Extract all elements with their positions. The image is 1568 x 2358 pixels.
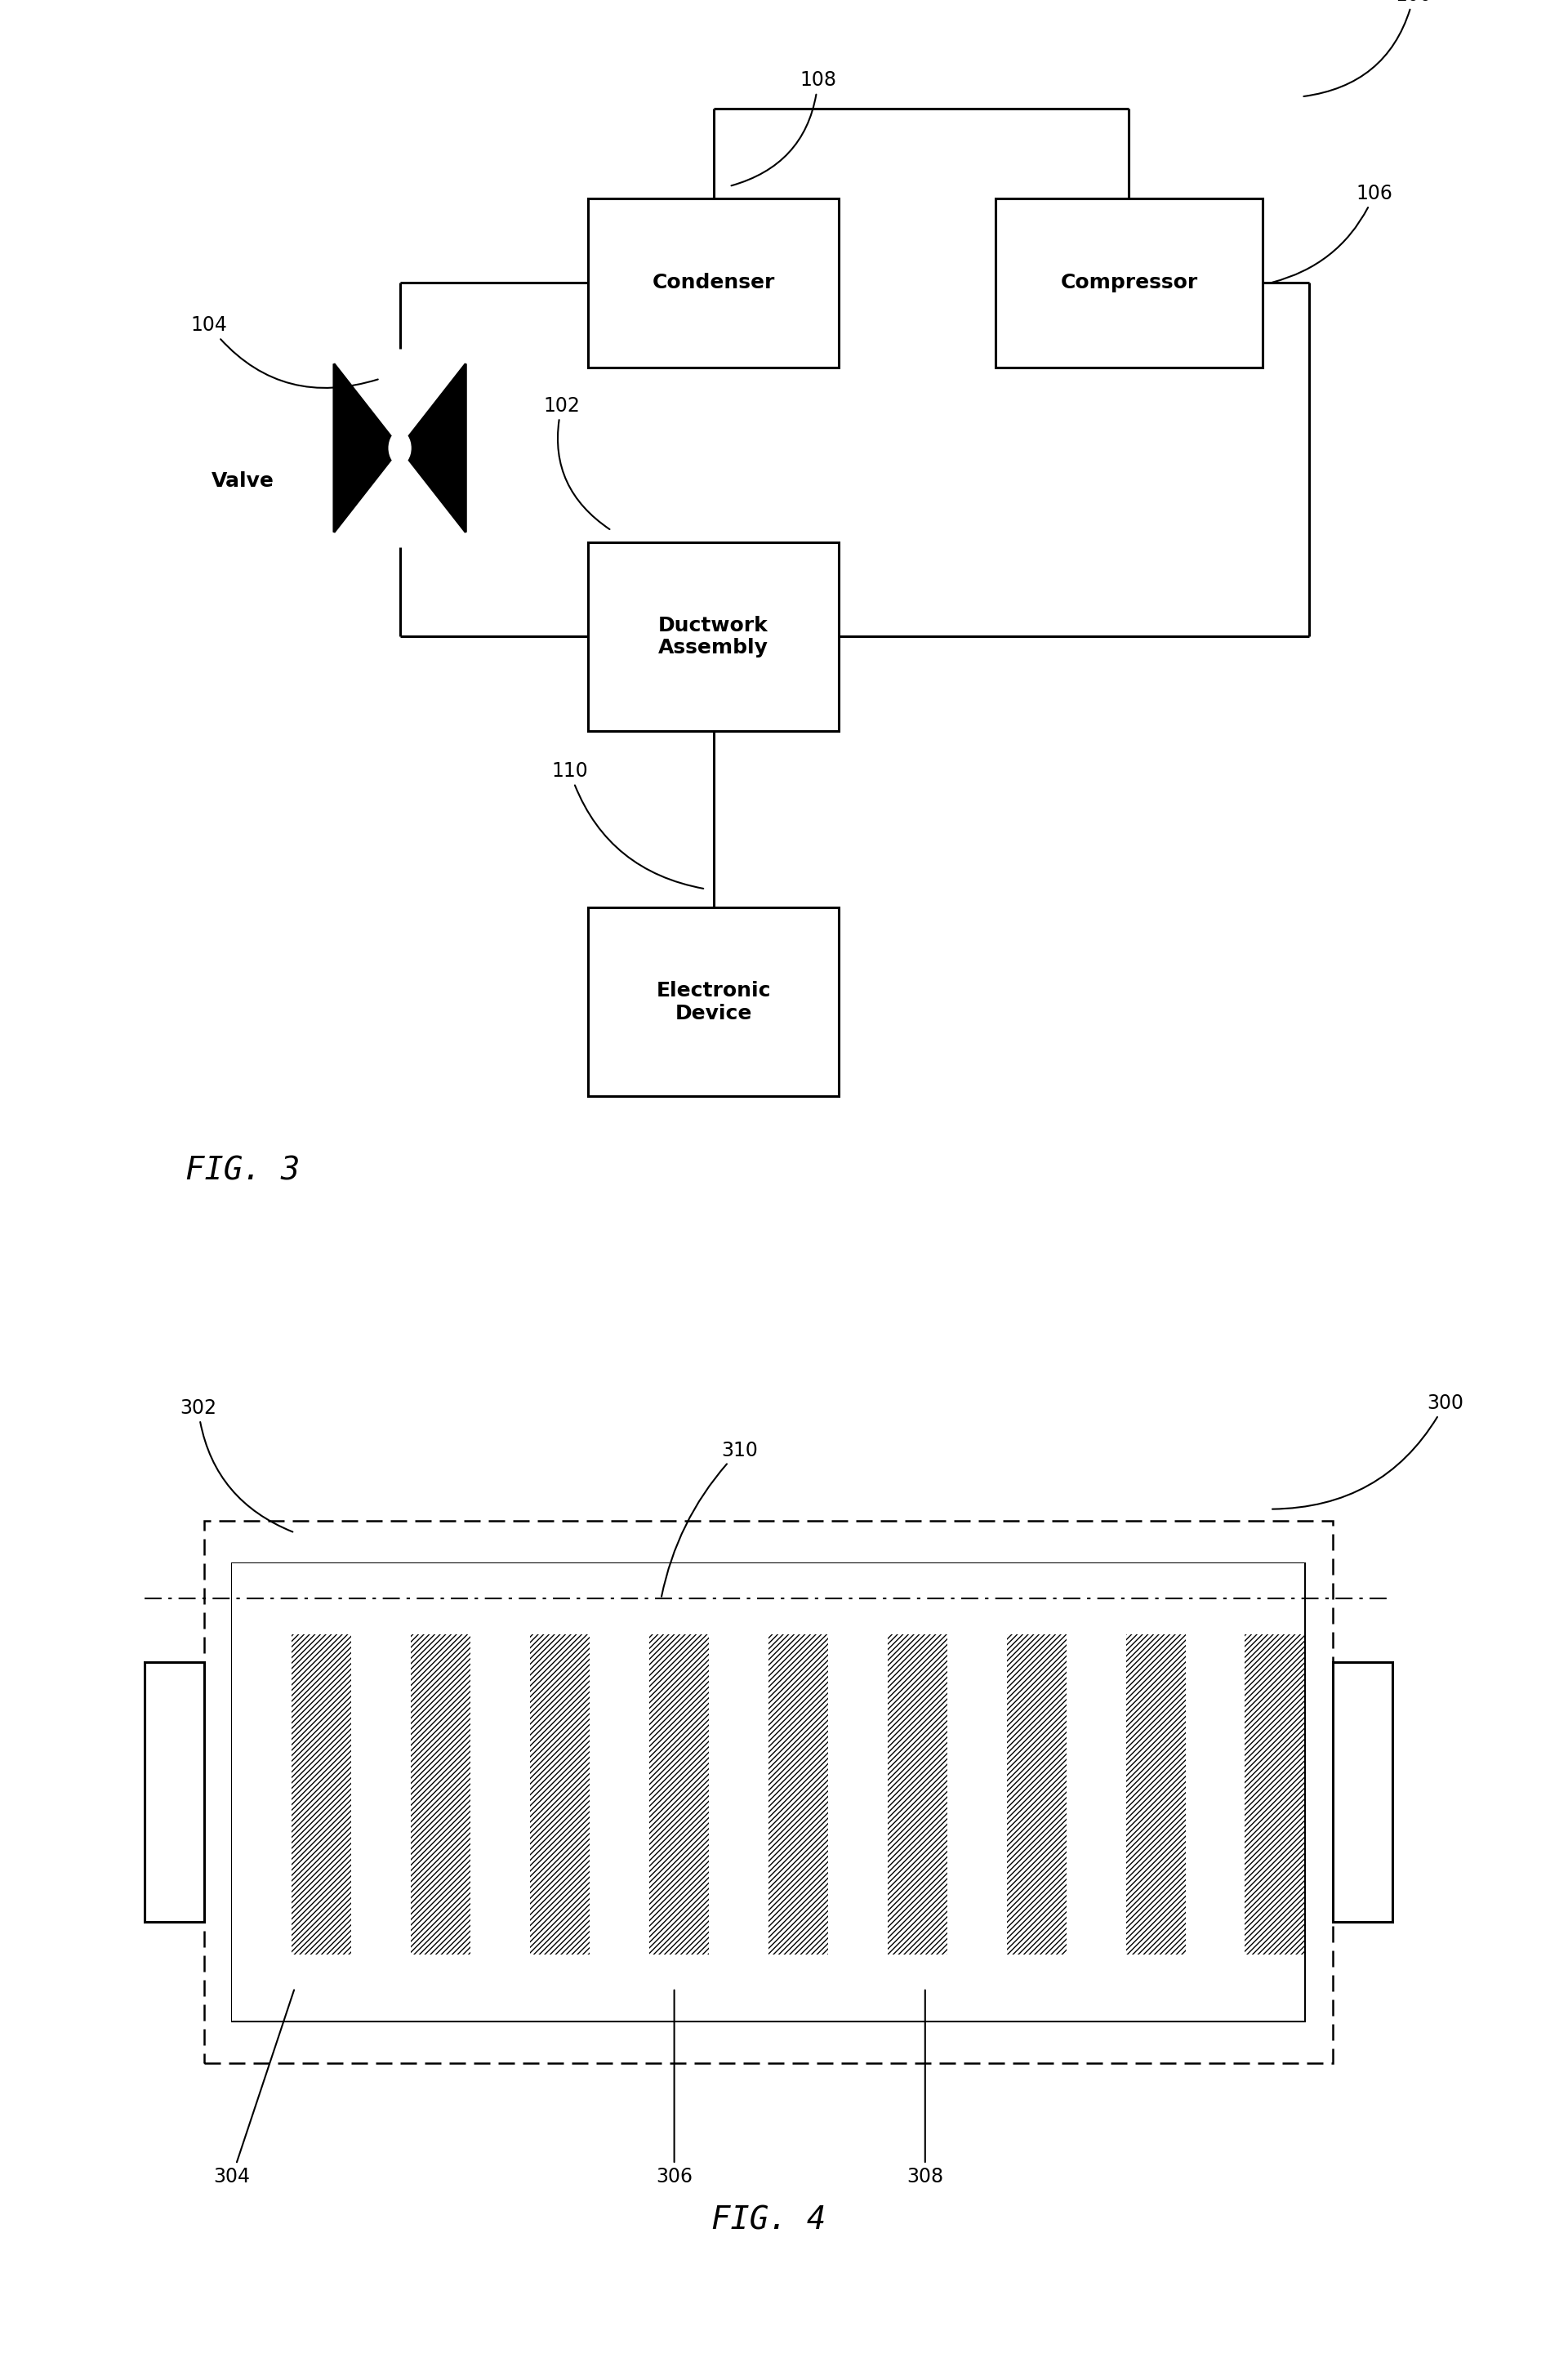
- Text: FIG. 4: FIG. 4: [710, 2205, 826, 2235]
- Text: 300: 300: [1272, 1394, 1463, 1509]
- Text: 106: 106: [1272, 184, 1392, 283]
- Polygon shape: [334, 363, 400, 533]
- Bar: [232, 1634, 1305, 1955]
- Circle shape: [389, 432, 411, 465]
- FancyBboxPatch shape: [996, 198, 1262, 368]
- Text: 310: 310: [662, 1441, 757, 1596]
- Bar: [1126, 1634, 1185, 1955]
- Text: Compressor: Compressor: [1060, 274, 1198, 292]
- Bar: [1245, 1634, 1305, 1955]
- Text: Ductwork
Assembly: Ductwork Assembly: [659, 615, 768, 658]
- Bar: [649, 1634, 709, 1955]
- Text: 308: 308: [906, 1990, 944, 2186]
- Bar: [530, 1634, 590, 1955]
- FancyBboxPatch shape: [588, 908, 839, 1096]
- FancyBboxPatch shape: [144, 1662, 204, 1922]
- FancyBboxPatch shape: [232, 1955, 1305, 2021]
- Bar: [768, 1634, 828, 1955]
- Text: 102: 102: [544, 396, 610, 528]
- Text: 108: 108: [731, 71, 836, 186]
- Text: 304: 304: [213, 1990, 295, 2186]
- Text: Valve: Valve: [212, 472, 274, 490]
- FancyBboxPatch shape: [1333, 1662, 1392, 1922]
- Text: Condenser: Condenser: [652, 274, 775, 292]
- Text: Electronic
Device: Electronic Device: [655, 981, 771, 1023]
- Text: 110: 110: [552, 762, 704, 889]
- Text: 104: 104: [191, 316, 378, 389]
- Text: FIG. 3: FIG. 3: [185, 1155, 301, 1186]
- FancyBboxPatch shape: [588, 542, 839, 731]
- FancyBboxPatch shape: [232, 1563, 1305, 1634]
- Polygon shape: [400, 363, 466, 533]
- Text: 100: 100: [1303, 0, 1432, 97]
- Text: 306: 306: [655, 1990, 693, 2186]
- Bar: [411, 1634, 470, 1955]
- FancyBboxPatch shape: [588, 198, 839, 368]
- Bar: [292, 1634, 351, 1955]
- Text: 302: 302: [180, 1398, 293, 1533]
- Bar: [887, 1634, 947, 1955]
- Bar: [1007, 1634, 1066, 1955]
